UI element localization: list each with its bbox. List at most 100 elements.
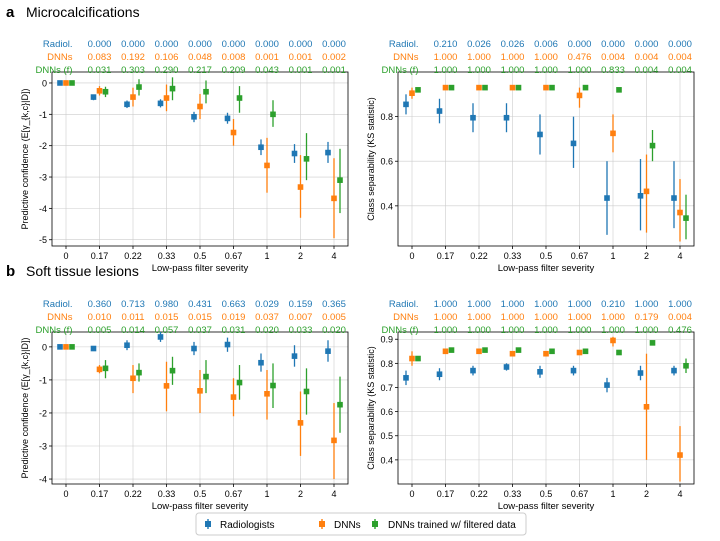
- pvalue-cell: 0.031: [222, 325, 246, 336]
- pvalue-cell: 0.159: [289, 299, 313, 310]
- point-dnns-filtered: [270, 382, 276, 389]
- pvalue-cell: 0.019: [222, 312, 246, 323]
- y-tick-label: -3: [39, 173, 47, 183]
- x-tick-label: 0: [409, 251, 414, 261]
- point-radiologists: [637, 370, 644, 376]
- pvalue-cell: 0.014: [121, 325, 145, 336]
- pvalue-row-label: DNNs: [393, 52, 419, 63]
- legend-label-radiologists: Radiologists: [220, 520, 274, 531]
- legend-label-dnns-filtered: DNNs trained w/ filtered data: [388, 520, 516, 531]
- x-tick-label: 0.22: [124, 489, 142, 499]
- point-dnns-filtered: [203, 88, 209, 95]
- y-tick-label: -5: [39, 235, 47, 245]
- point-radiologists: [470, 367, 476, 374]
- point-dnns-filtered: [616, 349, 622, 356]
- point-dnns: [543, 84, 549, 91]
- x-tick-label: 0.5: [194, 489, 207, 499]
- point-dnns: [643, 403, 650, 410]
- pvalue-cell: 0.004: [668, 312, 692, 323]
- legend-entry-dnns: DNNs: [319, 519, 361, 531]
- y-tick-label: 0.6: [380, 407, 393, 417]
- point-radiologists: [157, 100, 164, 107]
- pvalue-cell: 0.015: [188, 312, 212, 323]
- pvalue-cell: 1.000: [467, 325, 491, 336]
- pvalue-cell: 0.833: [601, 65, 625, 76]
- point-radiologists: [124, 342, 130, 349]
- point-radiologists: [291, 353, 298, 359]
- point-dnns: [409, 355, 415, 362]
- x-tick-label: 4: [331, 251, 336, 261]
- pvalue-cell: 0.360: [88, 299, 112, 310]
- pvalue-cell: 1.000: [501, 312, 525, 323]
- x-tick-label: 4: [677, 251, 682, 261]
- pvalue-cell: 1.000: [635, 325, 659, 336]
- legend-marker-dnns-filtered: [372, 521, 378, 527]
- point-radiologists: [224, 115, 231, 122]
- point-dnns-filtered: [102, 365, 109, 372]
- pvalue-cell: 0.020: [322, 325, 346, 336]
- pvalue-cell: 0.083: [88, 52, 112, 63]
- y-tick-label: 0: [42, 342, 47, 352]
- point-dnns: [230, 129, 237, 136]
- pvalue-cell: 1.000: [635, 299, 659, 310]
- y-tick-label: -2: [39, 141, 47, 151]
- point-radiologists: [403, 101, 409, 108]
- pvalue-cell: 0.713: [121, 299, 145, 310]
- point-dnns: [96, 88, 103, 94]
- x-tick-label: 0.22: [470, 489, 488, 499]
- point-radiologists: [57, 80, 63, 86]
- pvalue-cell: 0.057: [155, 325, 179, 336]
- pvalue-cell: 0.004: [635, 52, 659, 63]
- point-radiologists: [537, 369, 543, 375]
- point-dnns-filtered: [136, 369, 142, 376]
- pvalue-cell: 0.192: [121, 52, 145, 63]
- point-dnns: [576, 349, 583, 356]
- pvalue-cell: 0.000: [222, 39, 246, 50]
- pvalue-cell: 0.217: [188, 65, 212, 76]
- point-radiologists: [57, 344, 63, 350]
- point-dnns-filtered: [683, 362, 689, 369]
- pvalue-cell: 0.000: [289, 39, 313, 50]
- pvalue-cell: 0.000: [255, 39, 279, 50]
- point-dnns-filtered: [448, 347, 455, 353]
- point-radiologists: [258, 359, 264, 366]
- pvalue-cell: 0.000: [188, 39, 212, 50]
- pvalue-cell: 1.000: [467, 299, 491, 310]
- point-radiologists: [258, 144, 264, 151]
- pvalue-cell: 1.000: [434, 65, 458, 76]
- x-tick-label: 0.67: [571, 251, 589, 261]
- pvalue-cell: 1.000: [501, 52, 525, 63]
- pvalue-cell: 1.000: [501, 65, 525, 76]
- pvalue-cell: 1.000: [501, 325, 525, 336]
- pvalue-cell: 0.043: [255, 65, 279, 76]
- point-radiologists: [325, 348, 331, 354]
- point-radiologists: [503, 114, 510, 121]
- y-tick-label: 0: [42, 78, 47, 88]
- x-tick-label: 0.17: [437, 489, 455, 499]
- legend: Radiologists DNNs DNNs trained w/ filter…: [195, 512, 527, 536]
- point-dnns: [130, 375, 136, 382]
- legend-label-dnns: DNNs: [334, 520, 361, 531]
- point-dnns: [163, 95, 170, 101]
- point-radiologists: [191, 114, 197, 120]
- x-tick-label: 1: [264, 251, 269, 261]
- pvalue-cell: 0.000: [155, 39, 179, 50]
- point-dnns: [331, 437, 337, 444]
- pvalue-cell: 1.000: [467, 65, 491, 76]
- point-radiologists: [570, 140, 577, 147]
- pvalue-cell: 1.000: [568, 325, 592, 336]
- pvalue-cell: 1.000: [534, 299, 558, 310]
- chart-b-right: 0.4 0.5 0.6 0.7 0.8 0.9 0 0.17 0.22 0.33 0.5 0.67 1 2…: [366, 299, 695, 512]
- pvalue-row-label: Radiol.: [43, 39, 73, 50]
- y-tick-label: -4: [39, 475, 47, 485]
- y-axis-label: Class separability (KS statistic): [366, 97, 376, 221]
- point-dnns-filtered: [582, 348, 589, 355]
- point-dnns: [409, 90, 415, 96]
- point-dnns-filtered: [415, 355, 421, 362]
- pvalue-cell: 1.000: [434, 312, 458, 323]
- pvalue-cell: 0.000: [88, 39, 112, 50]
- section-letter-b: b: [6, 263, 15, 280]
- point-dnns: [610, 130, 616, 137]
- x-tick-label: 0.33: [504, 251, 522, 261]
- pvalue-cell: 0.004: [668, 52, 692, 63]
